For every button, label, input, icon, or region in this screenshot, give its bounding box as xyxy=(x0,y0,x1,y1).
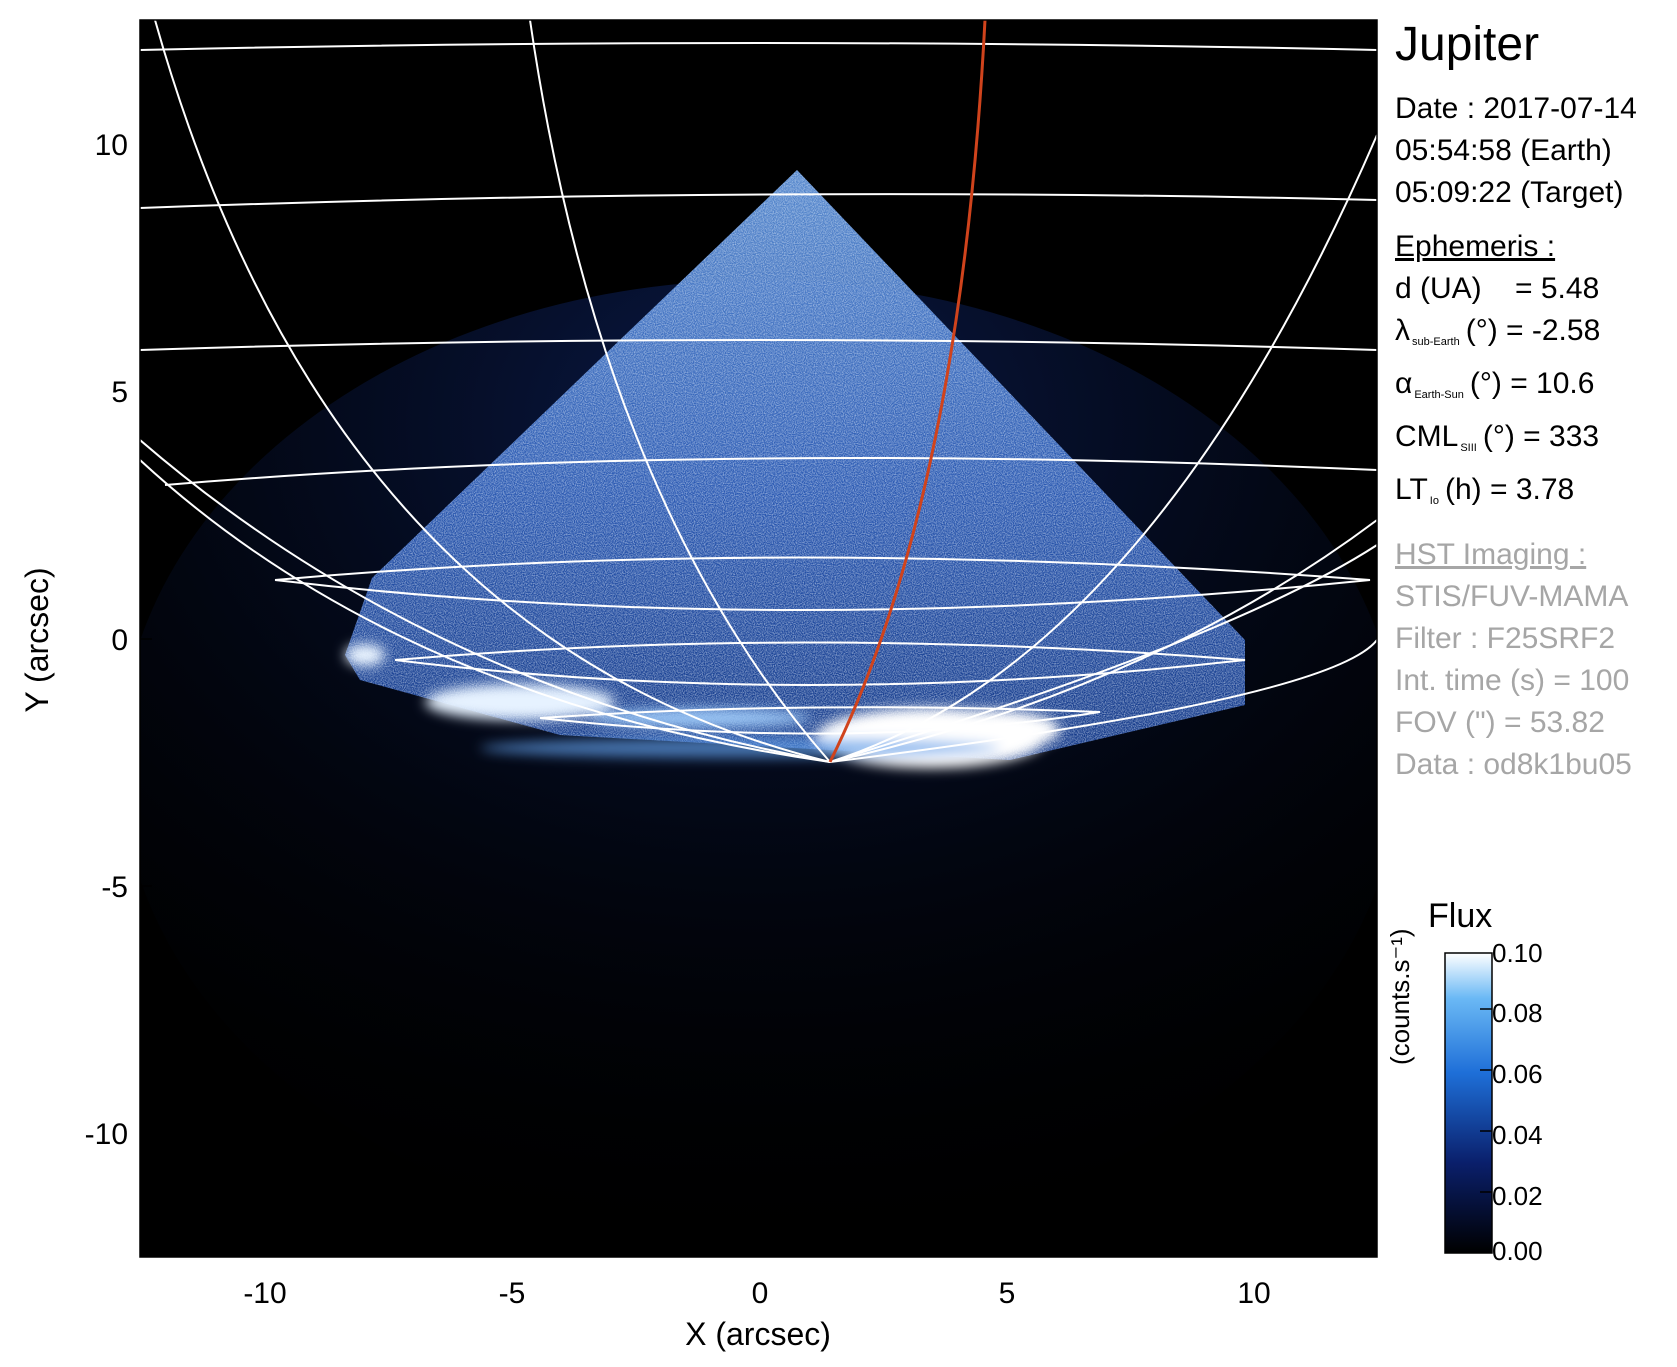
colorbar-tick-label: 0.02 xyxy=(1492,1181,1543,1211)
x-ticks xyxy=(264,1245,1255,1257)
colorbar-units: (counts.s⁻¹) xyxy=(1385,928,1415,1065)
dataset-text: Data : od8k1bu05 xyxy=(1395,748,1632,781)
lambda-symbol: λ xyxy=(1395,314,1410,347)
sub-earth-latitude: λ sub-Earth (°) = -2.58 xyxy=(1395,310,1675,363)
y-tick-label: 5 xyxy=(111,376,128,409)
y-tick-label: -5 xyxy=(101,871,128,904)
cml-subscript: SIII xyxy=(1460,442,1477,454)
earth-time-text: 05:54:58 (Earth) xyxy=(1395,134,1612,167)
colorbar-tick-label: 0.00 xyxy=(1492,1236,1543,1266)
x-axis-label: X (arcsec) xyxy=(685,1316,831,1352)
cml-symbol: CML xyxy=(1395,420,1459,453)
alpha-value: (°) = 10.6 xyxy=(1469,367,1595,400)
lambda-subscript: sub-Earth xyxy=(1412,336,1460,348)
lt-value: (h) = 3.78 xyxy=(1444,473,1575,506)
x-tick-label: 10 xyxy=(1237,1277,1270,1310)
distance-text: d (UA) = 5.48 xyxy=(1395,272,1600,305)
colorbar-tick-label: 0.06 xyxy=(1492,1059,1543,1089)
io-local-time: LT Io (h) = 3.78 xyxy=(1395,469,1675,522)
planet-grid xyxy=(140,20,1377,764)
planet-title: Jupiter xyxy=(1395,18,1540,71)
filter-text: Filter : F25SRF2 xyxy=(1395,622,1616,655)
cml-value: (°) = 333 xyxy=(1482,420,1600,453)
lambda-value: (°) = -2.58 xyxy=(1465,314,1601,347)
phase-angle: α Earth-Sun (°) = 10.6 xyxy=(1395,363,1675,416)
y-tick-label: 10 xyxy=(95,129,128,162)
colorbar-tick-label: 0.08 xyxy=(1492,998,1543,1028)
io-footprint-track xyxy=(828,20,987,763)
target-time-text: 05:09:22 (Target) xyxy=(1395,176,1624,209)
colorbar xyxy=(1444,952,1493,1254)
instrument-text: STIS/FUV-MAMA xyxy=(1395,580,1629,613)
lt-subscript: Io xyxy=(1429,495,1439,507)
central-meridian-longitude: CML SIII (°) = 333 xyxy=(1395,416,1675,469)
y-tick-label: 0 xyxy=(111,624,128,657)
integration-time-text: Int. time (s) = 100 xyxy=(1395,664,1630,697)
y-axis-label: Y (arcsec) xyxy=(19,567,55,712)
colorbar-tick-label: 0.10 xyxy=(1492,938,1543,968)
colorbar-ticks xyxy=(1480,1008,1492,1193)
y-tick-label: -10 xyxy=(85,1118,128,1151)
colorbar-title: Flux xyxy=(1428,897,1493,935)
x-tick-label: 0 xyxy=(752,1277,769,1310)
hst-header: HST Imaging : xyxy=(1395,538,1587,571)
date-text: Date : 2017-07-14 xyxy=(1395,92,1637,125)
lt-symbol: LT xyxy=(1395,473,1428,506)
alpha-symbol: α xyxy=(1395,367,1413,400)
fov-text: FOV (") = 53.82 xyxy=(1395,706,1605,739)
info-panel: Jupiter Date : 2017-07-14 05:54:58 (Eart… xyxy=(1395,14,1675,786)
x-tick-label: -5 xyxy=(499,1277,526,1310)
colorbar-tick-label: 0.04 xyxy=(1492,1120,1543,1150)
x-tick-label: 5 xyxy=(999,1277,1016,1310)
auroral-oval xyxy=(345,644,1060,768)
x-tick-label: -10 xyxy=(243,1277,286,1310)
y-ticks xyxy=(140,143,152,1134)
alpha-subscript: Earth-Sun xyxy=(1414,389,1464,401)
ephemeris-header: Ephemeris : xyxy=(1395,230,1556,263)
